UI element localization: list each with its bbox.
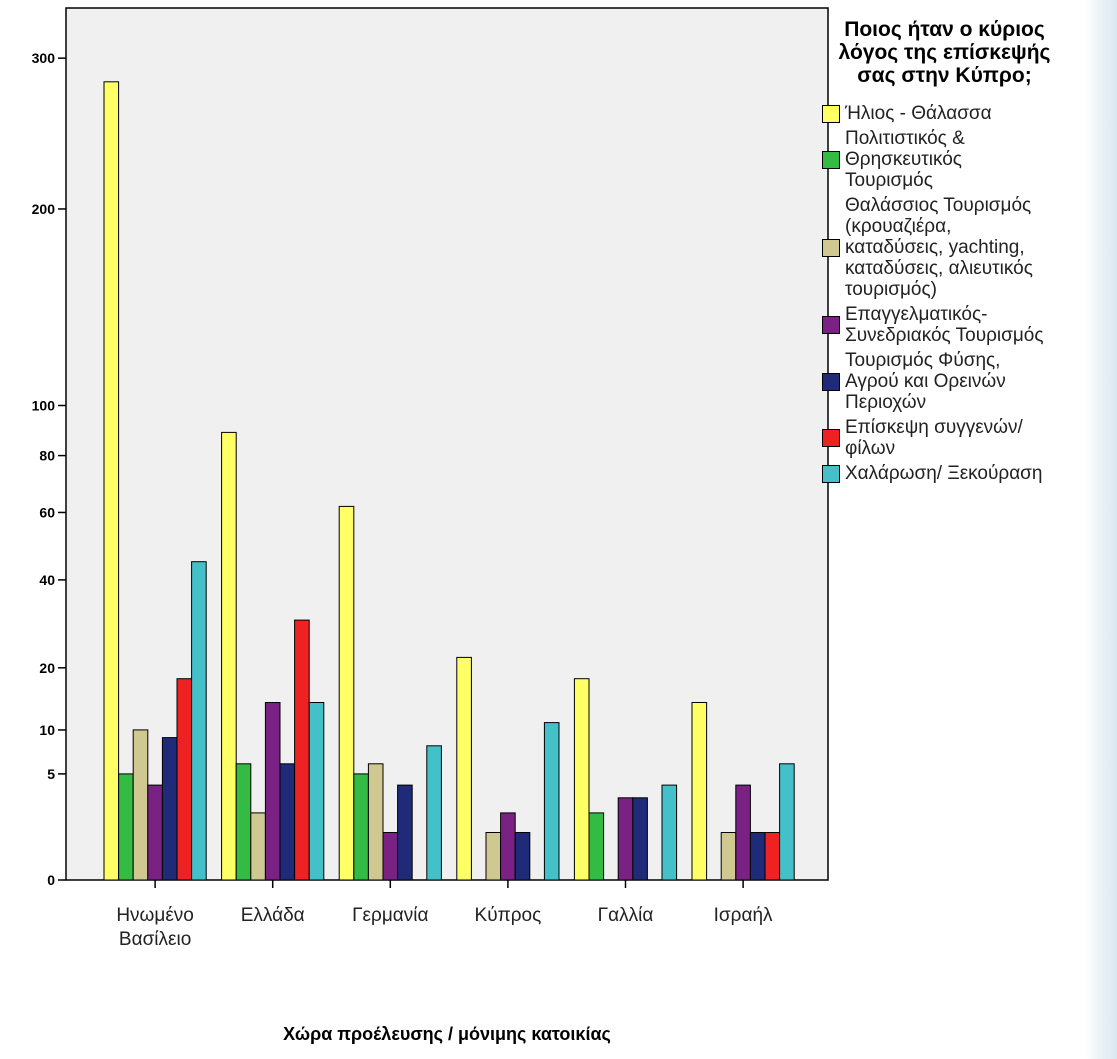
legend-item: Επίσκεψη συγγενών/ φίλων bbox=[822, 417, 1092, 459]
x-axis: Ηνωμένο Βασίλειο Ελλάδα Γερμανία Κύπρος Γαλλί… bbox=[116, 880, 773, 950]
legend-label: Επαγγελματικός- Συνεδριακός Τουρισμός bbox=[845, 304, 1044, 346]
legend-swatch bbox=[822, 429, 840, 447]
y-tick-label: 300 bbox=[32, 50, 56, 66]
bar bbox=[426, 745, 442, 881]
y-axis: 0 5 10 20 40 60 80 100 200 300 bbox=[32, 50, 66, 888]
y-tick-label: 40 bbox=[39, 572, 55, 588]
bar bbox=[191, 561, 207, 881]
y-tick-label: 100 bbox=[32, 398, 56, 414]
bar bbox=[353, 773, 369, 881]
bar bbox=[132, 729, 149, 881]
y-tick-label: 60 bbox=[39, 504, 55, 520]
bar bbox=[720, 832, 737, 881]
y-tick-label: 80 bbox=[39, 448, 55, 464]
bar bbox=[397, 784, 413, 881]
legend-swatch bbox=[822, 238, 840, 257]
legend-swatch bbox=[822, 372, 840, 391]
bar bbox=[147, 784, 163, 881]
legend-label: Τουρισμός Φύσης, Αγρού και Ορεινών Περιο… bbox=[845, 350, 1006, 413]
bar bbox=[294, 619, 310, 881]
x-tick-label: Κύπρος bbox=[475, 905, 542, 926]
legend-swatch bbox=[822, 316, 840, 334]
x-axis-label: Χώρα προέλευσης / μόνιμης κατοικίας bbox=[283, 1024, 611, 1044]
bar bbox=[456, 656, 472, 881]
bar bbox=[279, 763, 296, 881]
legend-swatch bbox=[822, 104, 840, 123]
bar bbox=[485, 832, 502, 881]
x-tick-label: Ελλάδα bbox=[241, 905, 305, 926]
bar bbox=[661, 784, 678, 881]
bar bbox=[691, 702, 708, 881]
legend-item: Ήλιος - Θάλασσα bbox=[822, 103, 1092, 124]
bar bbox=[764, 832, 781, 881]
legend: Ποιος ήταν ο κύριος λόγος της επίσκεψής … bbox=[822, 18, 1092, 488]
bar bbox=[617, 797, 634, 881]
y-tick-label: 20 bbox=[39, 660, 55, 676]
legend-item: Τουρισμός Φύσης, Αγρού και Ορεινών Περιο… bbox=[822, 350, 1092, 413]
bar bbox=[382, 832, 399, 881]
bar bbox=[500, 812, 516, 881]
bar bbox=[338, 505, 355, 881]
page-edge-decoration bbox=[1085, 0, 1117, 1059]
bar bbox=[514, 832, 531, 881]
bar bbox=[735, 784, 751, 881]
legend-label: Επίσκεψη συγγενών/ φίλων bbox=[845, 417, 1023, 459]
legend-items: Ήλιος - Θάλασσα Πολιτιστικός & Θρησκευτικ… bbox=[822, 103, 1092, 484]
x-tick-label: Ηνωμένο Βασίλειο bbox=[116, 905, 194, 950]
bar bbox=[235, 763, 252, 881]
bar bbox=[176, 678, 193, 881]
bar bbox=[367, 763, 384, 881]
legend-item: Επαγγελματικός- Συνεδριακός Τουρισμός bbox=[822, 304, 1092, 346]
bar bbox=[118, 773, 134, 881]
bar bbox=[543, 722, 560, 881]
legend-label: Θαλάσσιος Τουρισμός (κρουαζιέρα, καταδύσ… bbox=[845, 195, 1033, 300]
bar bbox=[573, 678, 590, 881]
bar bbox=[632, 797, 648, 881]
y-tick-label: 200 bbox=[32, 201, 56, 217]
x-tick-label: Γερμανία bbox=[352, 905, 428, 926]
bar bbox=[308, 702, 325, 881]
bar bbox=[161, 737, 178, 881]
bar bbox=[221, 431, 237, 881]
legend-swatch bbox=[822, 464, 840, 483]
x-tick-label: Ισραήλ bbox=[714, 905, 773, 926]
bar bbox=[588, 812, 605, 881]
bars-group bbox=[103, 81, 795, 881]
bar bbox=[749, 832, 766, 881]
legend-item: Χαλάρωση/ Ξεκούραση bbox=[822, 463, 1092, 484]
legend-item: Θαλάσσιος Τουρισμός (κρουαζιέρα, καταδύσ… bbox=[822, 195, 1092, 300]
legend-label: Ήλιος - Θάλασσα bbox=[845, 103, 992, 124]
y-tick-label: 5 bbox=[47, 766, 55, 782]
legend-title: Ποιος ήταν ο κύριος λόγος της επίσκεψής … bbox=[838, 18, 1051, 87]
x-tick-label: Γαλλία bbox=[598, 905, 654, 926]
bar bbox=[103, 81, 120, 881]
legend-item: Πολιτιστικός & Θρησκευτικός Τουρισμός bbox=[822, 128, 1092, 191]
y-tick-label: 0 bbox=[47, 872, 55, 888]
bar bbox=[779, 763, 795, 881]
bar bbox=[250, 812, 266, 881]
legend-label: Πολιτιστικός & Θρησκευτικός Τουρισμός bbox=[845, 128, 965, 191]
bar bbox=[264, 702, 281, 881]
legend-label: Χαλάρωση/ Ξεκούραση bbox=[845, 463, 1043, 484]
y-tick-label: 10 bbox=[39, 722, 55, 738]
legend-swatch bbox=[822, 150, 840, 169]
